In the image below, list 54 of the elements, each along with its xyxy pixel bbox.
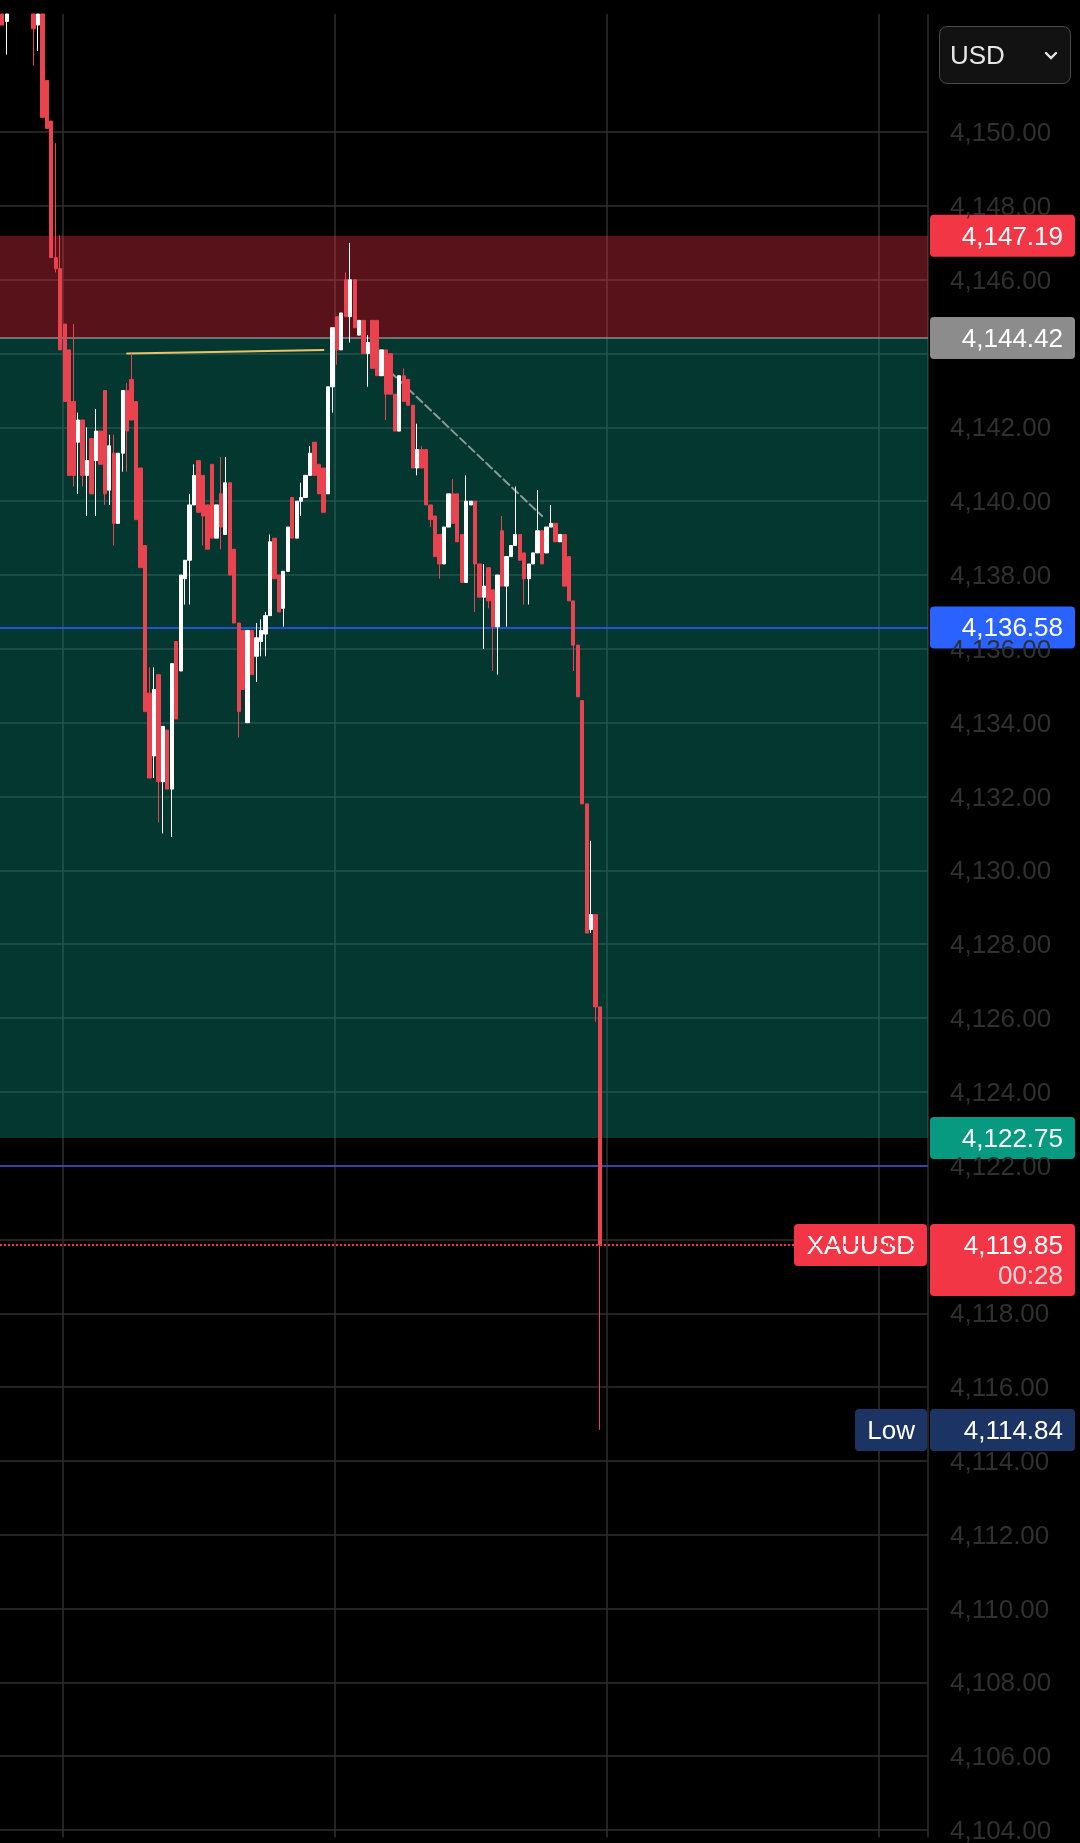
candlestick (31, 13, 36, 67)
candlestick (80, 419, 85, 487)
candlestick (348, 242, 352, 343)
candlestick (152, 666, 156, 779)
candlestick (223, 456, 227, 535)
candlestick (344, 271, 348, 318)
annotation: Low (867, 1414, 916, 1445)
band-label: 4,147.19 (961, 220, 1063, 251)
candlestick (339, 312, 343, 351)
candlestick (254, 622, 259, 683)
candlestick (402, 367, 406, 403)
candlestick (89, 437, 94, 495)
candlestick (357, 319, 361, 336)
candlestick (107, 434, 111, 506)
candlestick (5, 13, 9, 56)
candlestick (0, 13, 4, 26)
candlestick (214, 504, 219, 539)
candlestick (94, 408, 98, 517)
text: 4,114.84 (963, 1414, 1063, 1445)
ref-line-label: 4,119.85 00:28 (963, 1229, 1063, 1290)
candlestick (540, 530, 544, 565)
candlestick (161, 725, 165, 834)
candlestick (165, 729, 169, 790)
candlestick (495, 574, 500, 676)
candlestick (482, 563, 486, 650)
ref-line-label: 4,144.42 (961, 323, 1063, 354)
candlestick (219, 456, 223, 550)
text: USD (950, 39, 1005, 71)
candlestick (71, 323, 76, 487)
candlestick (335, 316, 339, 366)
candlestick (156, 674, 161, 823)
candlestick (379, 349, 384, 377)
candlestick (397, 375, 401, 432)
candlestick (85, 426, 89, 517)
candlestick (290, 497, 294, 539)
band-label: 4,122.75 (961, 1122, 1063, 1153)
candlestick (366, 334, 370, 388)
candlestick (415, 423, 419, 476)
y-tick-label: 4,148.00 (950, 190, 1052, 221)
y-tick-label: 4,122.00 (950, 1150, 1052, 1181)
candlestick (321, 467, 326, 513)
candlestick (36, 13, 40, 52)
candlestick (353, 279, 357, 329)
candlestick (245, 629, 250, 724)
candlestick (174, 640, 178, 720)
candlestick (250, 629, 254, 676)
candlestick (76, 412, 80, 495)
candlestick (361, 319, 366, 355)
candlestick (553, 522, 558, 543)
candlestick (589, 840, 593, 934)
candlestick (558, 533, 562, 543)
candlestick (170, 663, 174, 838)
candlestick (112, 434, 116, 547)
candlestick (500, 515, 504, 587)
